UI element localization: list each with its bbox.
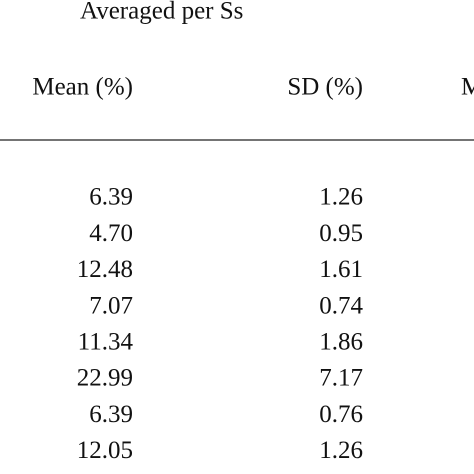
table-cell: 7.17 [319, 365, 363, 392]
column-header: Mean (%) [32, 74, 133, 101]
table-cell: 1.26 [319, 437, 363, 464]
column-header: SD (%) [287, 74, 363, 101]
table-cell: 1.61 [319, 256, 363, 283]
table-cell: 11.34 [78, 329, 134, 356]
table-body: 6.39 1.26 4.70 0.95 12.48 1.61 7.07 0.74 11.34 1.… [77, 184, 364, 464]
table-cell: 22.99 [77, 365, 133, 392]
group-header: Averaged per Ss [80, 0, 243, 25]
table-cell: 7.07 [89, 292, 133, 319]
table-cell: 1.26 [319, 184, 363, 211]
table-cell: 1.86 [319, 329, 363, 356]
column-header: M [461, 74, 474, 101]
table-cell: 4.70 [89, 220, 133, 247]
table-cell: 12.48 [77, 256, 133, 283]
table-cell: 0.95 [319, 220, 363, 247]
table-cell: 0.76 [319, 401, 363, 428]
table-cell: 12.05 [77, 437, 133, 464]
table-cell: 6.39 [89, 184, 133, 211]
table-cell: 6.39 [89, 401, 133, 428]
table-cell: 0.74 [319, 292, 363, 319]
